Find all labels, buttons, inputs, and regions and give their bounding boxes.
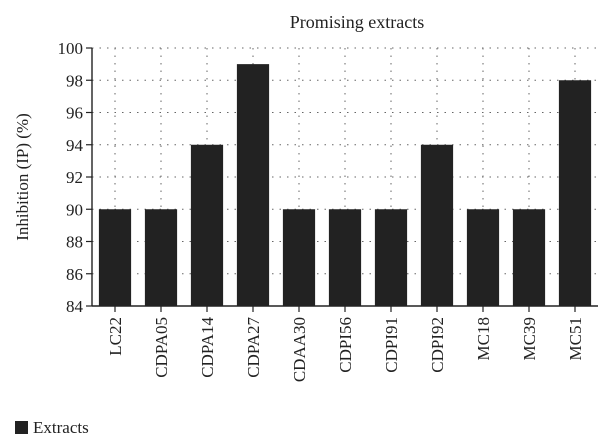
y-tick-label: 98	[66, 71, 83, 90]
bar-mc39	[512, 209, 546, 306]
legend-swatch	[15, 421, 28, 434]
bar-cdpi91	[374, 209, 408, 306]
x-tick-label: MC51	[566, 317, 585, 360]
x-tick-label: CDPA05	[152, 317, 171, 378]
x-tick-label: CDAA30	[290, 317, 309, 382]
bar-cdpa05	[144, 209, 178, 306]
x-tick-label: CDPI91	[382, 317, 401, 373]
y-tick-label: 96	[66, 104, 83, 123]
axes	[86, 47, 598, 312]
x-tick-label: CDPA14	[198, 317, 217, 378]
bars	[98, 64, 592, 306]
y-tick-labels: 84 86 88 90 92 94 96 98 100	[58, 39, 84, 316]
x-tick-label: MC18	[474, 317, 493, 360]
y-tick-label: 100	[58, 39, 84, 58]
legend: Extracts	[15, 418, 89, 437]
y-tick-label: 88	[66, 233, 83, 252]
x-tick-label: CDPI92	[428, 317, 447, 373]
bar-cdpi56	[328, 209, 362, 306]
bar-cdaa30	[282, 209, 316, 306]
bar-mc51	[558, 80, 592, 306]
x-tick-label: CDPI56	[336, 317, 355, 373]
chart-title: Promising extracts	[290, 12, 424, 32]
bar-cdpi92	[420, 144, 454, 306]
bar-mc18	[466, 209, 500, 306]
bar-cdpa14	[190, 144, 224, 306]
y-tick-label: 92	[66, 168, 83, 187]
x-tick-label: LC22	[106, 317, 125, 356]
y-tick-label: 90	[66, 200, 83, 219]
y-tick-label: 84	[66, 297, 84, 316]
bar-lc22	[98, 209, 132, 306]
x-tick-label: CDPA27	[244, 317, 263, 378]
x-tick-labels: LC22 CDPA05 CDPA14 CDPA27 CDAA30 CDPI56 CDPI91…	[106, 317, 585, 383]
y-axis-label: Inhibition (IP) (%)	[13, 113, 32, 240]
legend-label: Extracts	[33, 418, 89, 437]
y-tick-label: 94	[66, 136, 84, 155]
x-tick-label: MC39	[520, 317, 539, 360]
bar-cdpa27	[236, 64, 270, 306]
y-tick-label: 86	[66, 265, 83, 284]
